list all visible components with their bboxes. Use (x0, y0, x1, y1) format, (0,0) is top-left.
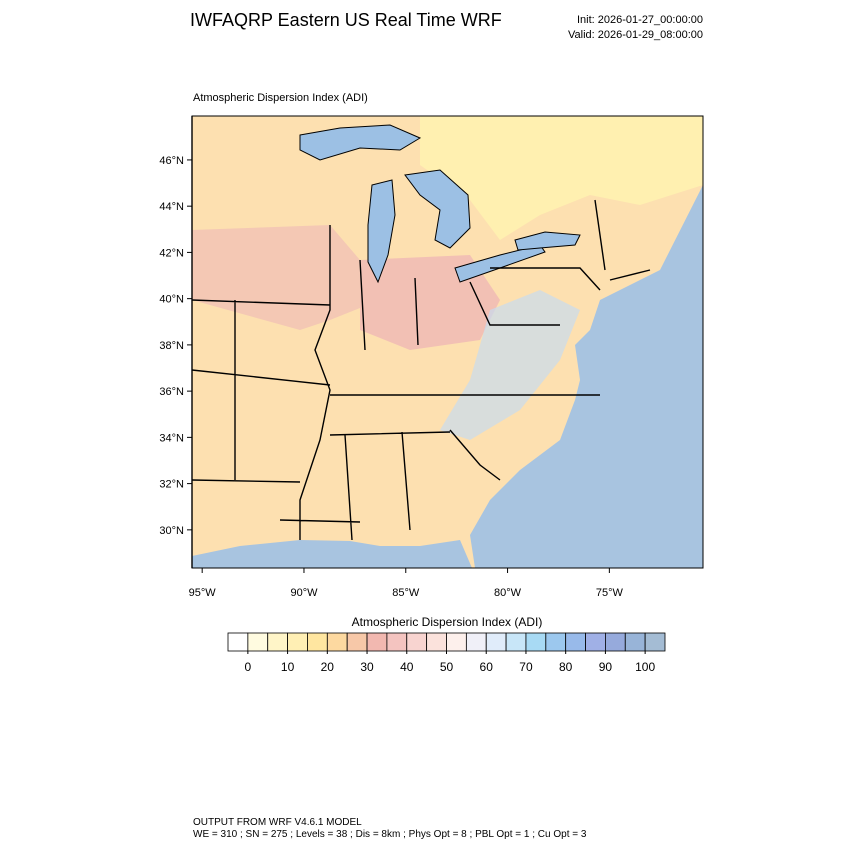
colorbar-box (605, 632, 626, 652)
lon-tick-label: 95°W (189, 587, 217, 599)
title: IWFAQRP Eastern US Real Time WRF (190, 10, 502, 30)
colorbar-box (406, 632, 428, 652)
colorbar: 0 10 20 30 40 50 60 70 80 90 100 (227, 632, 666, 674)
lat-tick-label: 46°N (159, 155, 184, 167)
colorbar-box (227, 632, 249, 652)
colorbar-tick-label: 10 (281, 660, 295, 674)
colorbar-tick-label: 30 (360, 660, 374, 674)
colorbar-title: Atmospheric Dispersion Index (ADI) (352, 615, 543, 629)
lake-erie (454, 244, 546, 283)
lon-tick-label: 90°W (290, 587, 318, 599)
colorbar-box (624, 632, 646, 652)
lat-tick-label: 40°N (159, 294, 184, 306)
colorbar-box (446, 632, 467, 652)
lon-tick-label: 80°W (494, 587, 522, 599)
colorbar-box (565, 632, 586, 652)
lat-tick-label: 44°N (159, 201, 184, 213)
appalachian-high (440, 290, 580, 440)
lake-michigan (367, 179, 396, 284)
colorbar-tick-label: 20 (321, 660, 335, 674)
gulf (192, 540, 472, 568)
colorbar-box (465, 632, 487, 652)
colorbar-tick-label: 70 (519, 660, 533, 674)
lake-ontario (514, 231, 581, 251)
land-high (192, 225, 380, 330)
colorbar-box (644, 632, 666, 652)
colorbar-tick-label: 40 (400, 660, 414, 674)
colorbar-box (426, 632, 447, 652)
lat-tick-label: 32°N (159, 479, 184, 491)
init-time: Init: 2026-01-27_00:00:00 (577, 14, 703, 26)
colorbar-box (287, 632, 308, 652)
map-subtitle: Atmospheric Dispersion Index (ADI) (193, 92, 368, 104)
lat-tick-label: 38°N (159, 340, 184, 352)
colorbar-box (326, 632, 348, 652)
colorbar-box (386, 632, 408, 652)
colorbar-box (366, 632, 388, 652)
lake-superior (299, 124, 422, 161)
colorbar-tick-label: 60 (480, 660, 494, 674)
footer-line: WE = 310 ; SN = 275 ; Levels = 38 ; Dis … (193, 829, 587, 840)
ocean (470, 185, 703, 568)
colorbar-box (485, 632, 507, 652)
colorbar-tick-label: 50 (440, 660, 454, 674)
lat-tick-label: 36°N (159, 386, 184, 398)
colorbar-box (346, 632, 368, 652)
lon-tick-label: 75°W (596, 587, 624, 599)
colorbar-tick-label: 100 (635, 660, 655, 674)
lake-huron (404, 169, 471, 249)
canada (420, 116, 703, 240)
lat-tick-label: 34°N (159, 432, 184, 444)
colorbar-box (247, 632, 269, 652)
colorbar-tick-label: 90 (599, 660, 613, 674)
lat-tick-label: 42°N (159, 247, 184, 259)
colorbar-box (585, 632, 606, 652)
colorbar-box (545, 632, 567, 652)
colorbar-box (307, 632, 328, 652)
lat-tick-label: 30°N (159, 525, 184, 537)
map-frame (191, 115, 704, 569)
colorbar-box (525, 632, 547, 652)
colorbar-tick-label: 80 (559, 660, 573, 674)
map (191, 115, 704, 569)
colorbar-box (505, 632, 527, 652)
lon-tick-label: 85°W (392, 587, 420, 599)
footer-line: OUTPUT FROM WRF V4.6.1 MODEL (193, 817, 362, 828)
valid-time: Valid: 2026-01-29_08:00:00 (568, 29, 703, 41)
colorbar-tick-label: 0 (245, 660, 252, 674)
map-axes: 30°N 32°N 34°N 36°N 38°N 40°N 42°N 44°N 46°N 95°W… (159, 155, 623, 599)
colorbar-box (267, 632, 288, 652)
